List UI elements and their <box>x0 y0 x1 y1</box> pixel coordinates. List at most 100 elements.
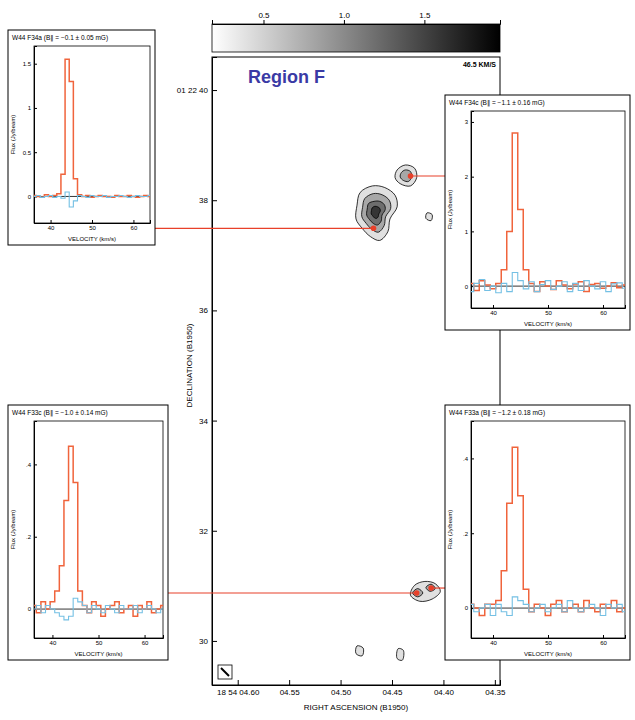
leader-line <box>168 592 417 593</box>
tick-label: 36 <box>199 306 208 315</box>
tick-mark <box>341 680 342 685</box>
tick: 60 <box>131 220 138 231</box>
y-axis: 0 .2 .4 <box>463 422 474 639</box>
tick: 04.35 <box>485 680 506 697</box>
tick: .4 <box>26 462 37 468</box>
tick: 50 <box>89 220 96 231</box>
tick: 1.0 <box>339 11 351 24</box>
tick: 36 <box>199 306 217 315</box>
spectrum-line <box>471 597 625 616</box>
tick-label: 50 <box>545 310 552 316</box>
spectrum-layer <box>34 446 163 620</box>
tick-mark <box>443 680 444 685</box>
tick-label: 60 <box>600 640 607 646</box>
spectrum-line <box>34 598 163 620</box>
tick-mark <box>471 122 474 123</box>
tick: .2 <box>26 534 37 540</box>
tick: 1 <box>28 105 37 111</box>
spectrum-layer <box>471 133 625 293</box>
tick-label: 40 <box>490 310 497 316</box>
tick-label: 60 <box>142 640 149 646</box>
tick-label: 0 <box>28 194 32 200</box>
inset-title: W44 F34c (B∥ = −1.1 ± 0.16 mG) <box>449 99 545 107</box>
tick-mark <box>344 20 345 24</box>
colorbar-axis-line <box>213 20 501 25</box>
spectrum-layer <box>34 59 150 207</box>
tick: 40 <box>48 220 55 231</box>
leader-line <box>411 175 445 176</box>
contour <box>367 201 386 225</box>
tick: 1 <box>465 229 474 235</box>
zero-line <box>471 608 625 609</box>
inset-title: W44 F33a (B∥ = −1.2 ± 0.18 mG) <box>449 409 545 417</box>
tick-label: 30 <box>199 637 208 646</box>
colorbar-axis: 0.51.01.5 <box>213 11 501 25</box>
x-axis: 405060 <box>35 635 164 646</box>
tick-mark <box>212 641 217 642</box>
spectrum-line <box>34 192 150 207</box>
tick-label: 0 <box>465 284 469 290</box>
tick-label: 0 <box>465 605 469 611</box>
tick: 40 <box>490 305 497 316</box>
x-axis: 18 54 04.6004.5504.5004.4504.4004.35 <box>213 680 506 697</box>
x-axis-title: RIGHT ASCENSION (B1950) <box>304 703 409 712</box>
tick: 04.40 <box>434 680 455 697</box>
tick: 0 <box>465 284 474 290</box>
tick-mark <box>471 533 474 534</box>
spectrum-line <box>34 446 163 616</box>
tick-mark <box>263 20 264 24</box>
tick-label: 40 <box>490 640 497 646</box>
tick-label: 1 <box>465 229 469 235</box>
inset-plot-frame <box>471 421 625 638</box>
contour <box>356 646 364 656</box>
tick-label: 1.5 <box>23 61 32 67</box>
tick: .4 <box>463 456 474 462</box>
colorbar-label: 46.5 KM/S <box>463 61 496 68</box>
tick: 1.5 <box>419 11 431 24</box>
tick-mark <box>471 177 474 178</box>
inset-plot-frame <box>34 421 163 638</box>
tick-label: 0.5 <box>23 150 32 156</box>
tick-mark <box>52 635 53 638</box>
tick-label: 18 54 04.60 <box>217 688 260 697</box>
tick-mark <box>99 635 100 638</box>
tick-mark <box>238 680 239 685</box>
contour <box>356 186 398 241</box>
x-axis: 405060 <box>472 305 626 316</box>
tick-label: .2 <box>26 534 32 540</box>
inset: 4050600.2.4W44 F33a (B∥ = −1.2 ± 0.18 mG… <box>445 405 630 660</box>
inset: 4050600123W44 F34c (B∥ = −1.1 ± 0.16 mG)… <box>445 95 630 330</box>
tick-label: 40 <box>48 225 55 231</box>
tick: 01 22 40 <box>177 86 217 95</box>
y-axis-title: Flux (Jy/beam) <box>447 510 453 550</box>
tick-mark <box>603 635 604 638</box>
tick-label: .2 <box>463 531 469 537</box>
contour <box>362 193 391 232</box>
tick-mark <box>92 220 93 223</box>
tick: 32 <box>199 527 217 536</box>
tick: 50 <box>96 635 103 646</box>
tick-label: 1.0 <box>339 11 351 20</box>
spectrum-line <box>34 59 150 197</box>
contour <box>371 206 380 218</box>
tick: 60 <box>600 635 607 646</box>
tick-mark <box>603 305 604 308</box>
tick: 0.5 <box>23 150 37 156</box>
map-title: Region F <box>248 67 325 87</box>
tick-label: 32 <box>199 527 208 536</box>
y-axis: 0123 <box>465 112 474 309</box>
tick-mark <box>34 152 37 153</box>
tick-mark <box>212 531 217 532</box>
inset-title: W44 F33c (B∥ = −1.0 ± 0.14 mG) <box>12 409 108 417</box>
tick: 18 54 04.60 <box>217 680 260 697</box>
x-axis-line <box>472 305 626 309</box>
beam-shape <box>221 668 229 676</box>
tick: .2 <box>463 531 474 537</box>
tick-mark <box>548 305 549 308</box>
tick-label: .4 <box>463 456 469 462</box>
x-axis-line <box>35 220 151 224</box>
tick-mark <box>34 108 37 109</box>
tick-label: 3 <box>465 119 469 125</box>
tick-mark <box>212 200 217 201</box>
tick-label: .4 <box>26 462 32 468</box>
